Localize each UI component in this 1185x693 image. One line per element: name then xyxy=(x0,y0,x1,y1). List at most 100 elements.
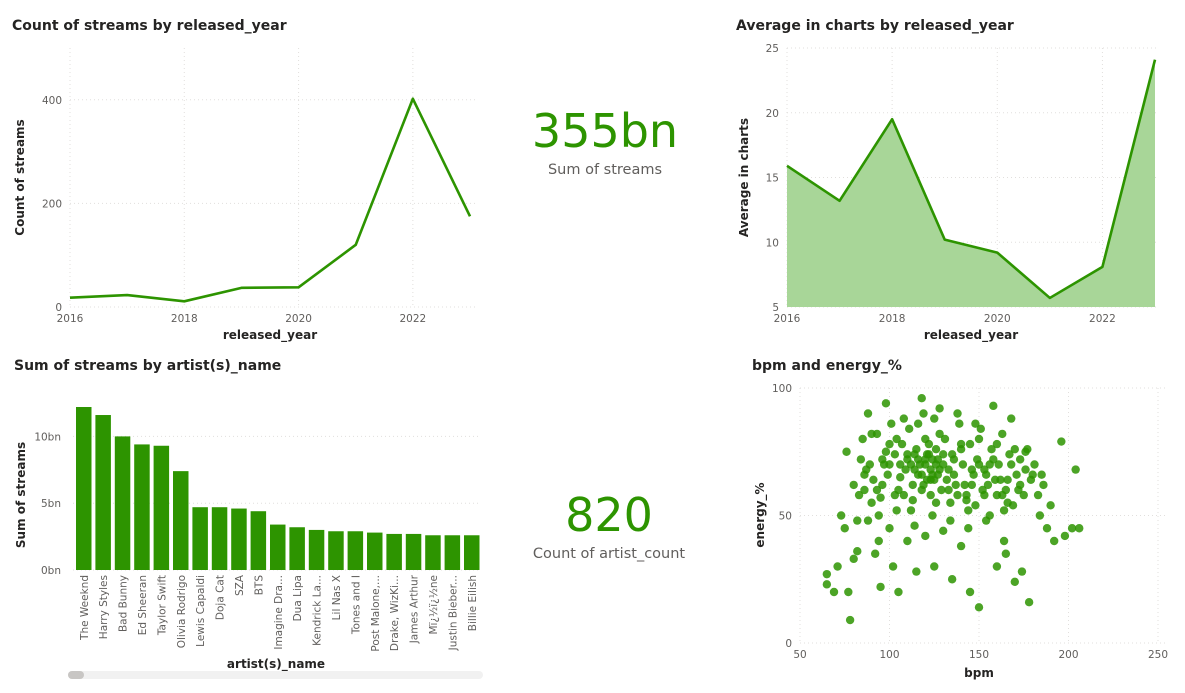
scatter-point xyxy=(1012,470,1021,479)
x-axis-title: artist(s)_name xyxy=(227,657,325,672)
scatter-point xyxy=(896,473,905,482)
scatter-point xyxy=(885,439,894,449)
scatter-point xyxy=(939,450,948,459)
scatter-point xyxy=(899,490,909,500)
scatter-point xyxy=(892,434,901,444)
scatter-point xyxy=(956,439,966,449)
x-tick-label: Lewis Capaldi xyxy=(195,575,207,647)
bar xyxy=(76,407,92,570)
y-tick-label: 10bn xyxy=(34,431,61,443)
scatter-point xyxy=(881,447,891,456)
scatter-point xyxy=(946,498,955,507)
scatter-point xyxy=(942,475,951,484)
scatter-point xyxy=(856,455,866,464)
scatter-point xyxy=(926,490,935,500)
streams-card[interactable]: 355bn Sum of streams xyxy=(490,108,720,178)
scatter-point xyxy=(973,455,982,464)
scatter-point xyxy=(840,524,849,533)
scatter-point xyxy=(883,470,892,479)
scatter-point xyxy=(890,450,900,459)
scatter-point xyxy=(849,554,858,564)
bar xyxy=(425,535,441,570)
bar-chart-title: Sum of streams by artist(s)_name xyxy=(14,358,282,374)
y-tick-label: 400 xyxy=(42,95,62,107)
scatter-point xyxy=(967,480,977,490)
scatter-point xyxy=(974,603,984,612)
area-chart-title: Average in charts by released_year xyxy=(736,18,1014,34)
scatter-point xyxy=(854,490,864,500)
bar xyxy=(250,511,267,570)
scatter-point xyxy=(989,401,998,411)
scatter-point xyxy=(874,511,883,520)
y-tick-label: 0 xyxy=(785,638,792,650)
scatter-point xyxy=(931,498,941,507)
scatter-point xyxy=(1015,455,1025,464)
scatter-point xyxy=(1010,445,1019,454)
bar xyxy=(347,531,364,570)
scatter-point xyxy=(1024,598,1034,607)
scatter-point xyxy=(949,470,959,479)
scatter-point xyxy=(1010,577,1019,586)
scatter-point xyxy=(1039,480,1048,490)
scatter-point xyxy=(1023,445,1032,454)
scatter-point xyxy=(1005,450,1014,459)
y-tick-label: 10 xyxy=(766,237,779,249)
x-axis-title: bpm xyxy=(964,666,994,680)
bar-chart-visual[interactable]: Sum of streams by artist(s)_name 0bn 5bn 1… xyxy=(0,345,490,693)
artist-count-card[interactable]: 820 Count of artist_count xyxy=(490,492,728,562)
scatter-point xyxy=(863,409,873,418)
series-line xyxy=(69,97,472,303)
bar xyxy=(231,508,247,570)
scatter-point xyxy=(951,480,960,490)
scatter-point xyxy=(971,501,980,510)
bar-chart-scrollbar[interactable] xyxy=(68,671,483,679)
scatter-point xyxy=(876,493,885,502)
scatter-point xyxy=(937,485,946,495)
area-chart-visual[interactable]: Average in charts by released_year 5 10 15… xyxy=(720,0,1185,345)
x-tick-label: 2022 xyxy=(1089,313,1116,325)
scatter-point xyxy=(845,615,855,625)
scatter-point xyxy=(913,419,923,428)
scatter-point xyxy=(1015,480,1025,490)
line-chart-visual[interactable]: Count of streams by released_year 0 200 40… xyxy=(0,0,490,345)
scatter-point xyxy=(908,496,917,505)
scatter-point xyxy=(860,470,869,479)
scatter-point xyxy=(962,490,971,500)
scatter-point xyxy=(867,429,876,439)
scatter-point xyxy=(1046,501,1055,510)
scatter-point xyxy=(928,455,937,464)
scatter-point xyxy=(969,470,978,479)
x-tick-label: Doja Cat xyxy=(215,575,227,620)
scatter-point xyxy=(1060,531,1070,541)
scatter-point xyxy=(908,480,917,490)
bar xyxy=(367,532,383,570)
scatter-point xyxy=(885,524,894,533)
scatter-point xyxy=(947,575,957,584)
scatter-chart-visual[interactable]: bpm and energy_% 0 50 100 50 100 150 200 250 bpm… xyxy=(720,345,1185,693)
y-axis-title: Average in charts xyxy=(737,118,751,237)
line-chart-title: Count of streams by released_year xyxy=(12,18,287,34)
scatter-point xyxy=(944,485,953,495)
scatter-chart-title: bpm and energy_% xyxy=(752,358,902,374)
scatter-point xyxy=(940,434,950,444)
scatter-point xyxy=(980,490,989,500)
scatter-point xyxy=(964,506,973,515)
scatter-point xyxy=(867,498,876,507)
scrollbar-thumb[interactable] xyxy=(68,671,84,679)
scatter-point xyxy=(863,516,873,525)
scatter-point xyxy=(999,506,1009,515)
scatter-point xyxy=(974,434,984,444)
scatter-point xyxy=(921,531,930,541)
x-tick-label: 2016 xyxy=(774,313,801,325)
scatter-point xyxy=(928,511,937,520)
scatter-point xyxy=(964,524,973,533)
scatter-point xyxy=(1030,460,1039,469)
scatter-point xyxy=(990,475,1000,484)
x-tick-label: 2020 xyxy=(984,313,1011,325)
scatter-point xyxy=(906,506,916,515)
scatter-point xyxy=(890,490,900,500)
streams-card-label: Sum of streams xyxy=(547,162,663,178)
x-tick-label: Bad Bunny xyxy=(118,575,130,632)
scatter-point xyxy=(965,587,975,597)
